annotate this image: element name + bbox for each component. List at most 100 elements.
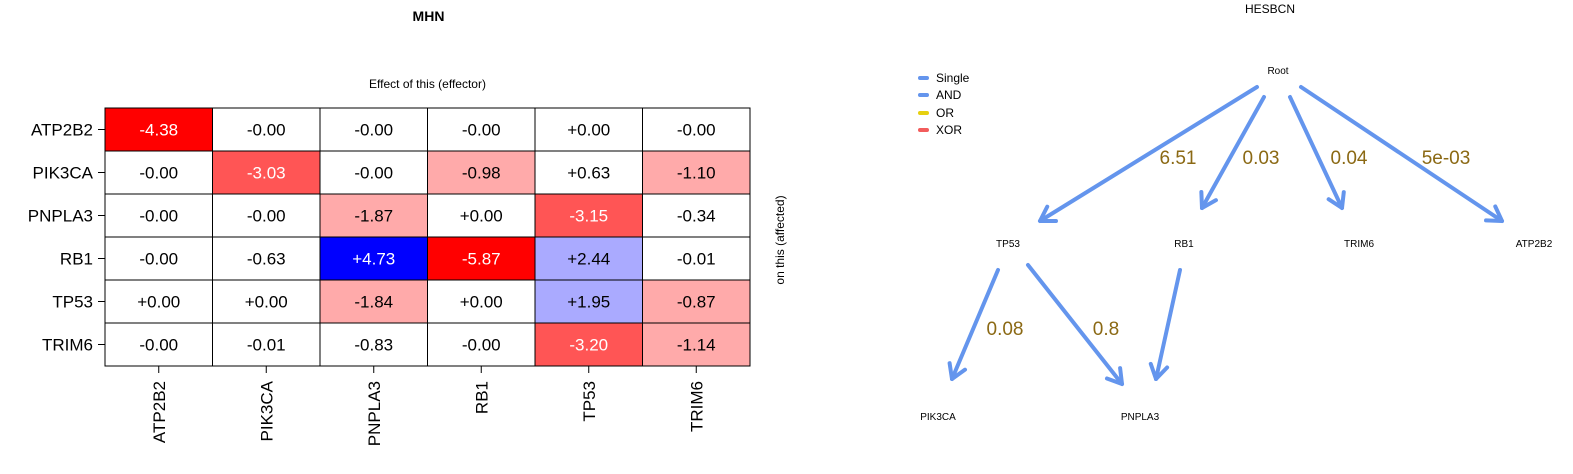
- heatmap-cell: [642, 107, 751, 152]
- heatmap-cell: [104, 193, 213, 238]
- row-label: PNPLA3: [28, 207, 93, 226]
- graph-edge: [1288, 95, 1344, 210]
- legend-label: XOR: [936, 123, 963, 138]
- legend-swatch: [918, 75, 929, 80]
- graph-edge-arrowhead: [1104, 366, 1124, 386]
- graph-edge: [1299, 85, 1504, 223]
- col-label: TRIM6: [687, 381, 706, 432]
- heatmap-cell-value: -0.98: [462, 164, 501, 183]
- graph-edge: [1026, 263, 1124, 386]
- heatmap-cell-value: -0.00: [354, 121, 393, 140]
- heatmap-cell: [534, 279, 643, 324]
- heatmap-cell-value: -1.14: [677, 336, 716, 355]
- heatmap-cell-value: -0.63: [247, 250, 286, 269]
- graph-edge-label: 6.51: [1160, 148, 1197, 169]
- heatmap-cell: [642, 322, 751, 367]
- heatmap-cell-value: -0.01: [247, 336, 286, 355]
- heatmap-cell: [427, 279, 536, 324]
- graph-title: HESBCN: [1244, 2, 1295, 16]
- heatmap-cell-value: -3.20: [569, 336, 608, 355]
- col-label: TP53: [580, 381, 599, 422]
- heatmap-cell-value: -0.83: [354, 336, 393, 355]
- heatmap-cell-value: -4.38: [139, 121, 178, 140]
- graph-edge-label: 5e-03: [1422, 148, 1471, 169]
- heatmap-cell: [534, 322, 643, 367]
- heatmap-cell-value: +0.00: [567, 121, 610, 140]
- heatmap-cell-value: -0.00: [462, 336, 501, 355]
- graph-node: Root: [1267, 66, 1288, 77]
- heatmap-cell-value: -5.87: [462, 250, 501, 269]
- heatmap-cell-value: -1.84: [354, 293, 393, 312]
- heatmap-cell: [212, 236, 321, 281]
- legend-item: XOR: [918, 122, 969, 140]
- graph-node: RB1: [1174, 239, 1194, 250]
- legend-item: AND: [918, 87, 969, 105]
- row-label: RB1: [60, 250, 93, 269]
- heatmap-cell-value: -0.87: [677, 293, 716, 312]
- heatmap-cell-value: -0.00: [354, 164, 393, 183]
- heatmap-cell-value: -0.00: [139, 250, 178, 269]
- row-label: TRIM6: [42, 336, 93, 355]
- heatmap-cell-value: -0.00: [462, 121, 501, 140]
- heatmap-cell: [642, 279, 751, 324]
- heatmap-cell: [319, 150, 428, 195]
- heatmap-cell-value: -0.00: [139, 336, 178, 355]
- graph-node: ATP2B2: [1516, 239, 1553, 250]
- heatmap-cell-value: +0.00: [460, 207, 503, 226]
- graph-edge-arrowhead: [1038, 204, 1058, 223]
- legend-label: Single: [936, 70, 970, 85]
- heatmap-cell-value: -0.00: [247, 207, 286, 226]
- graph-edge: [950, 268, 1000, 381]
- heatmap-cell-value: -0.00: [677, 121, 716, 140]
- heatmap-cell: [534, 150, 643, 195]
- graph-node: PNPLA3: [1121, 412, 1160, 423]
- graph-edge: [1154, 268, 1182, 381]
- heatmap-cell-value: +1.95: [567, 293, 610, 312]
- heatmap-cell: [212, 193, 321, 238]
- graph-edge-label: 0.08: [987, 319, 1024, 340]
- col-label: PIK3CA: [257, 380, 276, 441]
- heatmap-cell-value: +0.00: [460, 293, 503, 312]
- heatmap-cell: [427, 322, 536, 367]
- graph-edge-label: 0.03: [1243, 148, 1280, 169]
- graph-edge: [1200, 95, 1266, 210]
- col-label: RB1: [472, 381, 491, 414]
- heatmap-subtitle: Effect of this (effector): [369, 77, 486, 91]
- graph-edge-label: 0.04: [1331, 148, 1368, 169]
- graph-edge-label: 0.8: [1093, 319, 1119, 340]
- heatmap-cell: [319, 107, 428, 152]
- heatmap-cell-value: +4.73: [352, 250, 395, 269]
- heatmap-cell-value: -0.00: [139, 164, 178, 183]
- heatmap-cell: [642, 236, 751, 281]
- legend-swatch: [918, 128, 929, 133]
- heatmap-cell: [534, 107, 643, 152]
- heatmap-cell: [427, 236, 536, 281]
- heatmap-cell-value: -0.00: [139, 207, 178, 226]
- col-label: ATP2B2: [150, 381, 169, 443]
- heatmap-cell: [212, 279, 321, 324]
- heatmap-cell: [104, 107, 213, 152]
- heatmap-cell-value: +0.00: [137, 293, 180, 312]
- legend-swatch: [918, 110, 929, 115]
- heatmap-cell-value: -3.15: [569, 207, 608, 226]
- graph-edge-arrowhead: [1484, 204, 1504, 223]
- heatmap-cell-value: -3.03: [247, 164, 286, 183]
- heatmap-cell-value: -1.10: [677, 164, 716, 183]
- heatmap-cell: [427, 107, 536, 152]
- row-label: ATP2B2: [31, 121, 93, 140]
- graph: 6.51 0.03 0.04 5e-03 0.08 0.8 Root TP53 RB1 TRIM…: [920, 66, 1553, 423]
- graph-node: TRIM6: [1344, 239, 1374, 250]
- row-label: TP53: [52, 293, 93, 312]
- graph-node: PIK3CA: [920, 412, 956, 423]
- heatmap-title: MHN: [412, 8, 445, 24]
- heatmap-cell-value: -0.00: [247, 121, 286, 140]
- legend-swatch: [918, 93, 929, 98]
- legend-label: OR: [936, 105, 954, 120]
- heatmap-cell-value: -0.01: [677, 250, 716, 269]
- heatmap-cell-value: -0.34: [677, 207, 716, 226]
- graph-edge: [1038, 85, 1259, 223]
- heatmap-cell-value: +0.00: [245, 293, 288, 312]
- legend-item: OR: [918, 104, 969, 122]
- graph-node: TP53: [996, 239, 1020, 250]
- graph-legend: Single AND OR XOR: [918, 69, 969, 139]
